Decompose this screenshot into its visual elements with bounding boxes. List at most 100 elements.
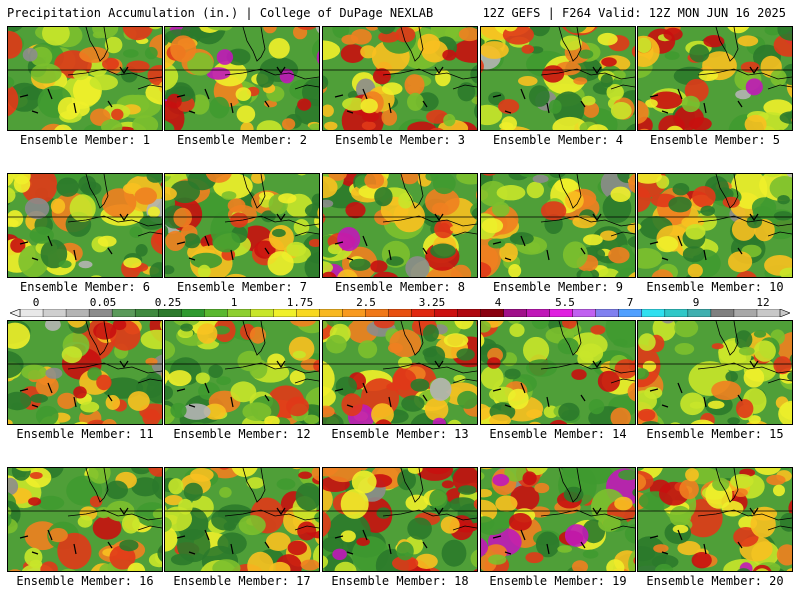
- ensemble-member-label: Ensemble Member: 16: [16, 574, 154, 588]
- ensemble-member-map: [322, 26, 478, 131]
- color-scale-swatch: [572, 309, 597, 317]
- color-scale-tick: 0.25: [154, 296, 182, 309]
- color-scale-swatch: [296, 309, 320, 317]
- ensemble-member-map: [322, 320, 478, 425]
- color-scale-tick: 0.05: [89, 296, 117, 309]
- ensemble-member-label: Ensemble Member: 17: [173, 574, 311, 588]
- ensemble-member-label: Ensemble Member: 20: [646, 574, 784, 588]
- ensemble-member-map: [164, 173, 320, 278]
- precip-field: [638, 27, 792, 130]
- precip-field: [638, 174, 792, 277]
- color-scale-swatch: [157, 309, 182, 317]
- color-scale-swatch: [204, 309, 228, 317]
- ensemble-member-map: [637, 467, 793, 572]
- color-scale-swatch: [434, 309, 459, 317]
- coastline: [697, 321, 792, 384]
- color-scale-swatch: [733, 309, 758, 317]
- color-scale-tick: 7: [626, 296, 634, 309]
- ensemble-member-map: [7, 467, 163, 572]
- ensemble-member-label: Ensemble Member: 8: [334, 280, 466, 294]
- coastline: [540, 174, 635, 237]
- precip-field: [8, 27, 162, 130]
- color-scale-swatch: [480, 309, 505, 317]
- precip-field: [165, 174, 319, 277]
- color-scale-swatch: [134, 309, 159, 317]
- map-title: Precipitation Accumulation (in.) | Colle…: [7, 6, 434, 20]
- color-scale-swatch: [710, 309, 735, 317]
- color-scale-swatch: [664, 309, 689, 317]
- color-scale-swatch: [227, 309, 251, 317]
- islands: [492, 213, 602, 261]
- precip-field: [165, 321, 319, 424]
- ensemble-member-label: Ensemble Member: 14: [489, 427, 627, 441]
- color-scale-swatch: [319, 309, 343, 317]
- islands: [649, 507, 759, 555]
- color-scale-tick: 9: [692, 296, 700, 309]
- color-scale-swatch: [88, 309, 113, 317]
- coastline: [382, 468, 477, 531]
- color-scale-tick: 5.5: [555, 296, 575, 309]
- color-scale-swatch: [503, 309, 528, 317]
- color-scale-swatch: [411, 309, 436, 317]
- precip-field: [165, 27, 319, 130]
- ensemble-member-map: [7, 173, 163, 278]
- ensemble-member-map: [480, 173, 636, 278]
- islands: [334, 66, 444, 114]
- ensemble-member-label: Ensemble Member: 9: [492, 280, 624, 294]
- ensemble-member-map: [322, 173, 478, 278]
- coastline: [697, 468, 792, 531]
- ensemble-member-label: Ensemble Member: 3: [334, 133, 466, 147]
- precip-field: [8, 321, 162, 424]
- islands: [334, 507, 444, 555]
- ensemble-member-label: Ensemble Member: 4: [492, 133, 624, 147]
- model-run-info: 12Z GEFS | F264 Valid: 12Z MON JUN 16 20…: [482, 6, 786, 20]
- coastline: [224, 174, 319, 237]
- color-scale-swatch: [549, 309, 574, 317]
- color-scale-tick: 12: [756, 296, 770, 309]
- color-scale-swatch: [273, 309, 297, 317]
- coastline: [67, 321, 162, 384]
- precip-field: [165, 468, 319, 571]
- islands: [649, 360, 759, 408]
- islands: [176, 360, 286, 408]
- color-scale-swatch: [388, 309, 413, 317]
- islands: [334, 360, 444, 408]
- ensemble-member-map: [164, 467, 320, 572]
- color-scale-swatch: [457, 309, 482, 317]
- ensemble-member-label: Ensemble Member: 11: [16, 427, 154, 441]
- ensemble-member-map: [480, 320, 636, 425]
- precip-field: [638, 321, 792, 424]
- color-scale-swatch: [618, 309, 643, 317]
- color-scale-swatch: [595, 309, 620, 317]
- ensemble-member-label: Ensemble Member: 12: [173, 427, 311, 441]
- color-scale-swatch: [756, 309, 781, 317]
- islands: [19, 66, 129, 114]
- coastline: [540, 27, 635, 90]
- color-scale-swatch: [641, 309, 666, 317]
- islands: [176, 66, 286, 114]
- coastline: [67, 174, 162, 237]
- coastline: [382, 321, 477, 384]
- ensemble-member-map: [7, 26, 163, 131]
- ensemble-member-label: Ensemble Member: 13: [331, 427, 469, 441]
- color-scale-swatch: [687, 309, 712, 317]
- ensemble-member-map: [322, 467, 478, 572]
- precip-field: [323, 174, 477, 277]
- ensemble-member-map: [637, 173, 793, 278]
- color-scale-tick: 1: [230, 296, 238, 309]
- precip-field: [8, 174, 162, 277]
- ensemble-member-label: Ensemble Member: 5: [649, 133, 781, 147]
- ensemble-member-map: [480, 26, 636, 131]
- islands: [176, 213, 286, 261]
- islands: [334, 213, 444, 261]
- color-scale-bar: [10, 309, 790, 317]
- islands: [649, 213, 759, 261]
- ensemble-member-label: Ensemble Member: 2: [176, 133, 308, 147]
- color-scale-swatch: [342, 309, 366, 317]
- coastline: [697, 174, 792, 237]
- islands: [19, 213, 129, 261]
- coastline: [382, 27, 477, 90]
- ensemble-member-map: [7, 320, 163, 425]
- coastline: [224, 468, 319, 531]
- color-scale-swatch: [111, 309, 136, 317]
